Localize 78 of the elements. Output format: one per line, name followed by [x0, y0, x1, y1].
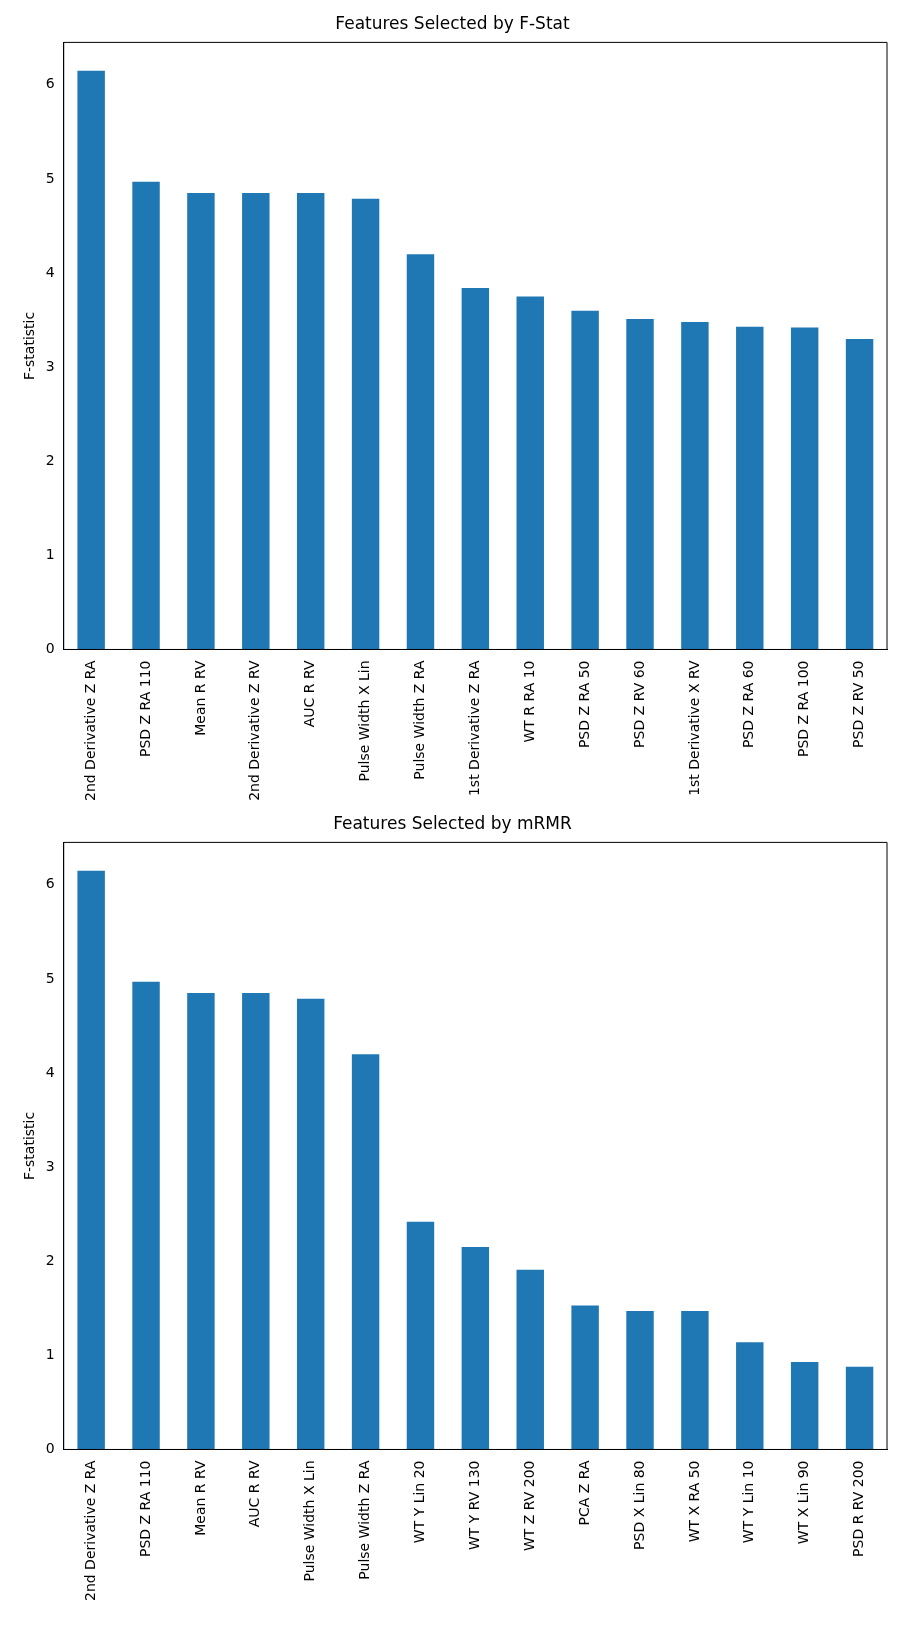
bar — [626, 319, 654, 650]
bar — [516, 1269, 544, 1450]
x-tick-label: WT Z RV 200 — [520, 1460, 537, 1552]
chart-title: Features Selected by mRMR — [333, 812, 573, 833]
bar — [296, 192, 325, 650]
y-tick-label: 5 — [45, 169, 55, 186]
x-tick-label: 2nd Derivative Z RV — [246, 660, 263, 801]
y-tick-label: 5 — [45, 969, 55, 986]
bar — [845, 338, 874, 650]
x-tick-label: 2nd Derivative Z RA — [81, 660, 98, 801]
x-tick-label: AUC R RV — [301, 660, 318, 728]
x-tick-label: PSD X Lin 80 — [630, 1460, 647, 1550]
bar — [736, 1342, 764, 1450]
bar — [351, 198, 380, 650]
y-tick-label: 1 — [45, 545, 55, 562]
y-tick-label: 0 — [45, 640, 55, 657]
x-tick-label: PSD Z RA 100 — [795, 660, 812, 757]
x-tick-label: PSD Z RA 110 — [136, 1460, 153, 1557]
bar — [132, 981, 160, 1450]
x-tick-label: Mean R RV — [191, 1460, 208, 1536]
y-tick-label: 6 — [45, 875, 55, 892]
bar — [790, 327, 819, 650]
bar — [77, 870, 105, 1450]
x-tick-label: PSD R RV 200 — [850, 1460, 867, 1557]
x-tick-label: AUC R RV — [246, 1460, 263, 1528]
bar — [242, 192, 270, 650]
bar — [736, 326, 764, 650]
bar — [132, 181, 160, 650]
x-tick-label: Pulse Width Z RA — [356, 1460, 373, 1580]
x-tick-label: 1st Derivative X RV — [685, 660, 702, 796]
bar — [351, 1054, 380, 1450]
x-tick-label: WT Y RV 130 — [465, 1460, 482, 1551]
y-tick-label: 4 — [45, 263, 55, 280]
x-tick-label: WT Y Lin 20 — [411, 1460, 428, 1544]
x-tick-label: PSD Z RA 50 — [575, 660, 592, 749]
bar — [626, 1311, 654, 1450]
bar — [681, 321, 709, 650]
x-tick-label: 2nd Derivative Z RA — [81, 1460, 98, 1601]
bar — [406, 254, 435, 650]
y-tick-label: 2 — [45, 451, 55, 468]
bar — [516, 296, 544, 650]
y-tick-label: 3 — [45, 1157, 55, 1174]
x-tick-label: PSD Z RA 110 — [136, 660, 153, 757]
y-axis-title: F-statistic — [21, 311, 38, 381]
bar — [461, 1247, 490, 1450]
bar — [296, 998, 325, 1450]
x-tick-label: WT X Lin 90 — [795, 1460, 812, 1545]
x-tick-label: WT X RA 50 — [685, 1460, 702, 1543]
bar — [571, 1305, 599, 1450]
y-tick-label: 2 — [45, 1251, 55, 1268]
x-tick-label: PSD Z RV 50 — [850, 660, 867, 748]
x-tick-label: Mean R RV — [191, 660, 208, 736]
x-tick-label: WT Y Lin 10 — [740, 1460, 757, 1544]
y-tick-label: 4 — [45, 1063, 55, 1080]
chart-title: Features Selected by F-Stat — [335, 12, 570, 33]
bar — [681, 1311, 709, 1450]
y-axis-title: F-statistic — [21, 1111, 38, 1181]
bar — [406, 1221, 435, 1450]
x-tick-label: PSD Z RV 60 — [630, 660, 647, 748]
x-tick-label: Pulse Width X Lin — [301, 1460, 318, 1582]
bar — [790, 1361, 819, 1450]
y-tick-label: 0 — [45, 1440, 55, 1457]
bar — [242, 992, 270, 1450]
x-tick-label: Pulse Width X Lin — [356, 660, 373, 782]
y-tick-label: 6 — [45, 75, 55, 92]
bar — [77, 70, 105, 650]
bar — [461, 288, 490, 650]
x-tick-label: PCA Z RA — [575, 1460, 592, 1526]
y-tick-label: 1 — [45, 1345, 55, 1362]
bar — [845, 1366, 874, 1450]
bar — [571, 310, 599, 650]
y-tick-label: 3 — [45, 357, 55, 374]
bar — [187, 992, 215, 1450]
x-tick-label: WT R RA 10 — [520, 660, 537, 743]
x-tick-label: Pulse Width Z RA — [411, 660, 428, 780]
x-tick-label: PSD Z RA 60 — [740, 660, 757, 749]
bar — [187, 192, 215, 650]
x-tick-label: 1st Derivative Z RA — [465, 660, 482, 797]
